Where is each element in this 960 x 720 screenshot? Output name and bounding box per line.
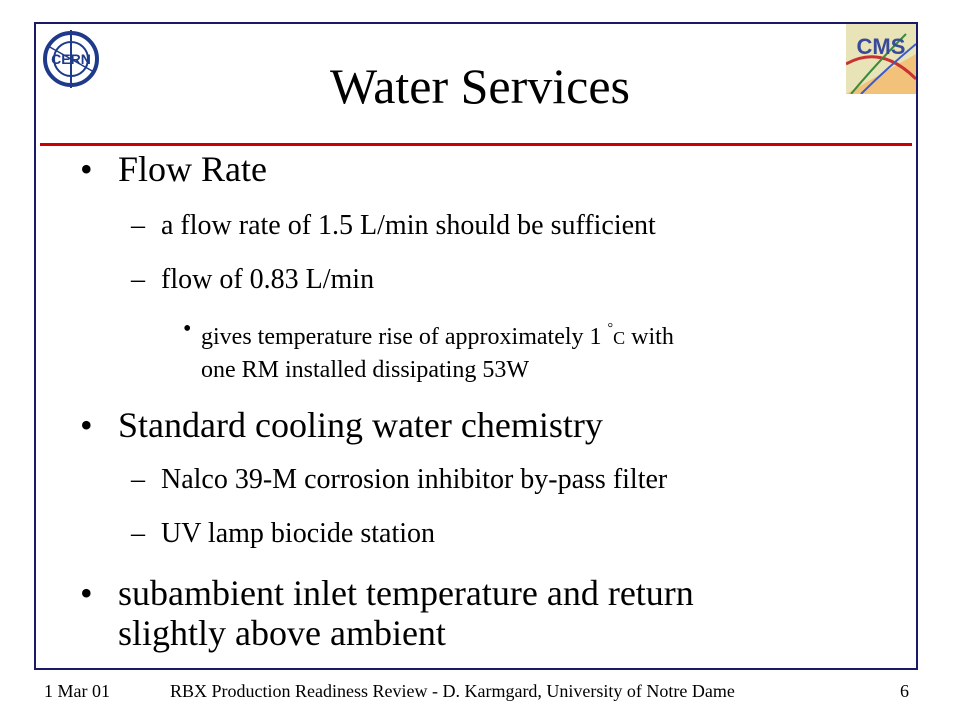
subbullet-flow-sufficient: – a flow rate of 1.5 L/min should be suf… — [131, 209, 891, 243]
footer-title: RBX Production Readiness Review - D. Kar… — [170, 681, 735, 701]
bullet-text-line1: subambient inlet temperature and return — [118, 573, 694, 613]
dash-mark: – — [131, 210, 145, 241]
dash-mark: – — [131, 464, 145, 495]
temp-rise-line2: one RM installed dissipating 53W — [201, 357, 529, 383]
title-underline — [40, 143, 912, 146]
subbullet-text: a flow rate of 1.5 L/min should be suffi… — [161, 210, 656, 241]
bullet-dot: • — [80, 149, 93, 189]
bullet-dot: • — [183, 316, 192, 342]
cern-logo: CERN — [36, 24, 106, 94]
bullet-cooling-water: • Standard cooling water chemistry — [80, 405, 840, 445]
bullet-dot: • — [80, 405, 93, 445]
svg-text:CERN: CERN — [51, 51, 91, 67]
bullet-text: Standard cooling water chemistry — [118, 405, 603, 445]
subbullet-text: Nalco 39-M corrosion inhibitor by-pass f… — [161, 464, 668, 495]
cms-logo: CMS — [845, 24, 918, 95]
slide-frame — [34, 22, 918, 670]
subsubbullet-text: gives temperature rise of approximately … — [183, 313, 843, 386]
subbullet-nalco: – Nalco 39-M corrosion inhibitor by-pass… — [131, 463, 891, 497]
footer-date: 1 Mar 01 — [44, 681, 110, 701]
subbullet-uv-lamp: – UV lamp biocide station — [131, 517, 891, 551]
bullet-subambient: • subambient inlet temperature and retur… — [80, 573, 840, 653]
svg-text:CMS: CMS — [857, 34, 906, 59]
degree-symbol: ° — [607, 321, 614, 336]
subbullet-text: UV lamp biocide station — [161, 518, 435, 549]
slide-title: Water Services — [330, 58, 630, 114]
celsius-unit: C — [613, 328, 626, 348]
temp-rise-text-tail: with — [631, 324, 674, 350]
subbullet-flow-083: – flow of 0.83 L/min — [131, 263, 891, 297]
subsubbullet-temperature-rise: • gives temperature rise of approximatel… — [183, 313, 843, 386]
temp-rise-text: gives temperature rise of approximately … — [201, 324, 602, 350]
subbullet-text: flow of 0.83 L/min — [161, 264, 375, 295]
footer-page-number: 6 — [900, 681, 909, 701]
dash-mark: – — [131, 518, 145, 549]
bullet-dot: • — [80, 573, 93, 613]
bullet-flow-rate: • Flow Rate — [80, 149, 840, 189]
dash-mark: – — [131, 264, 145, 295]
bullet-text: subambient inlet temperature and return … — [80, 573, 840, 653]
bullet-text-line2: slightly above ambient — [118, 613, 446, 653]
bullet-text: Flow Rate — [118, 149, 267, 189]
